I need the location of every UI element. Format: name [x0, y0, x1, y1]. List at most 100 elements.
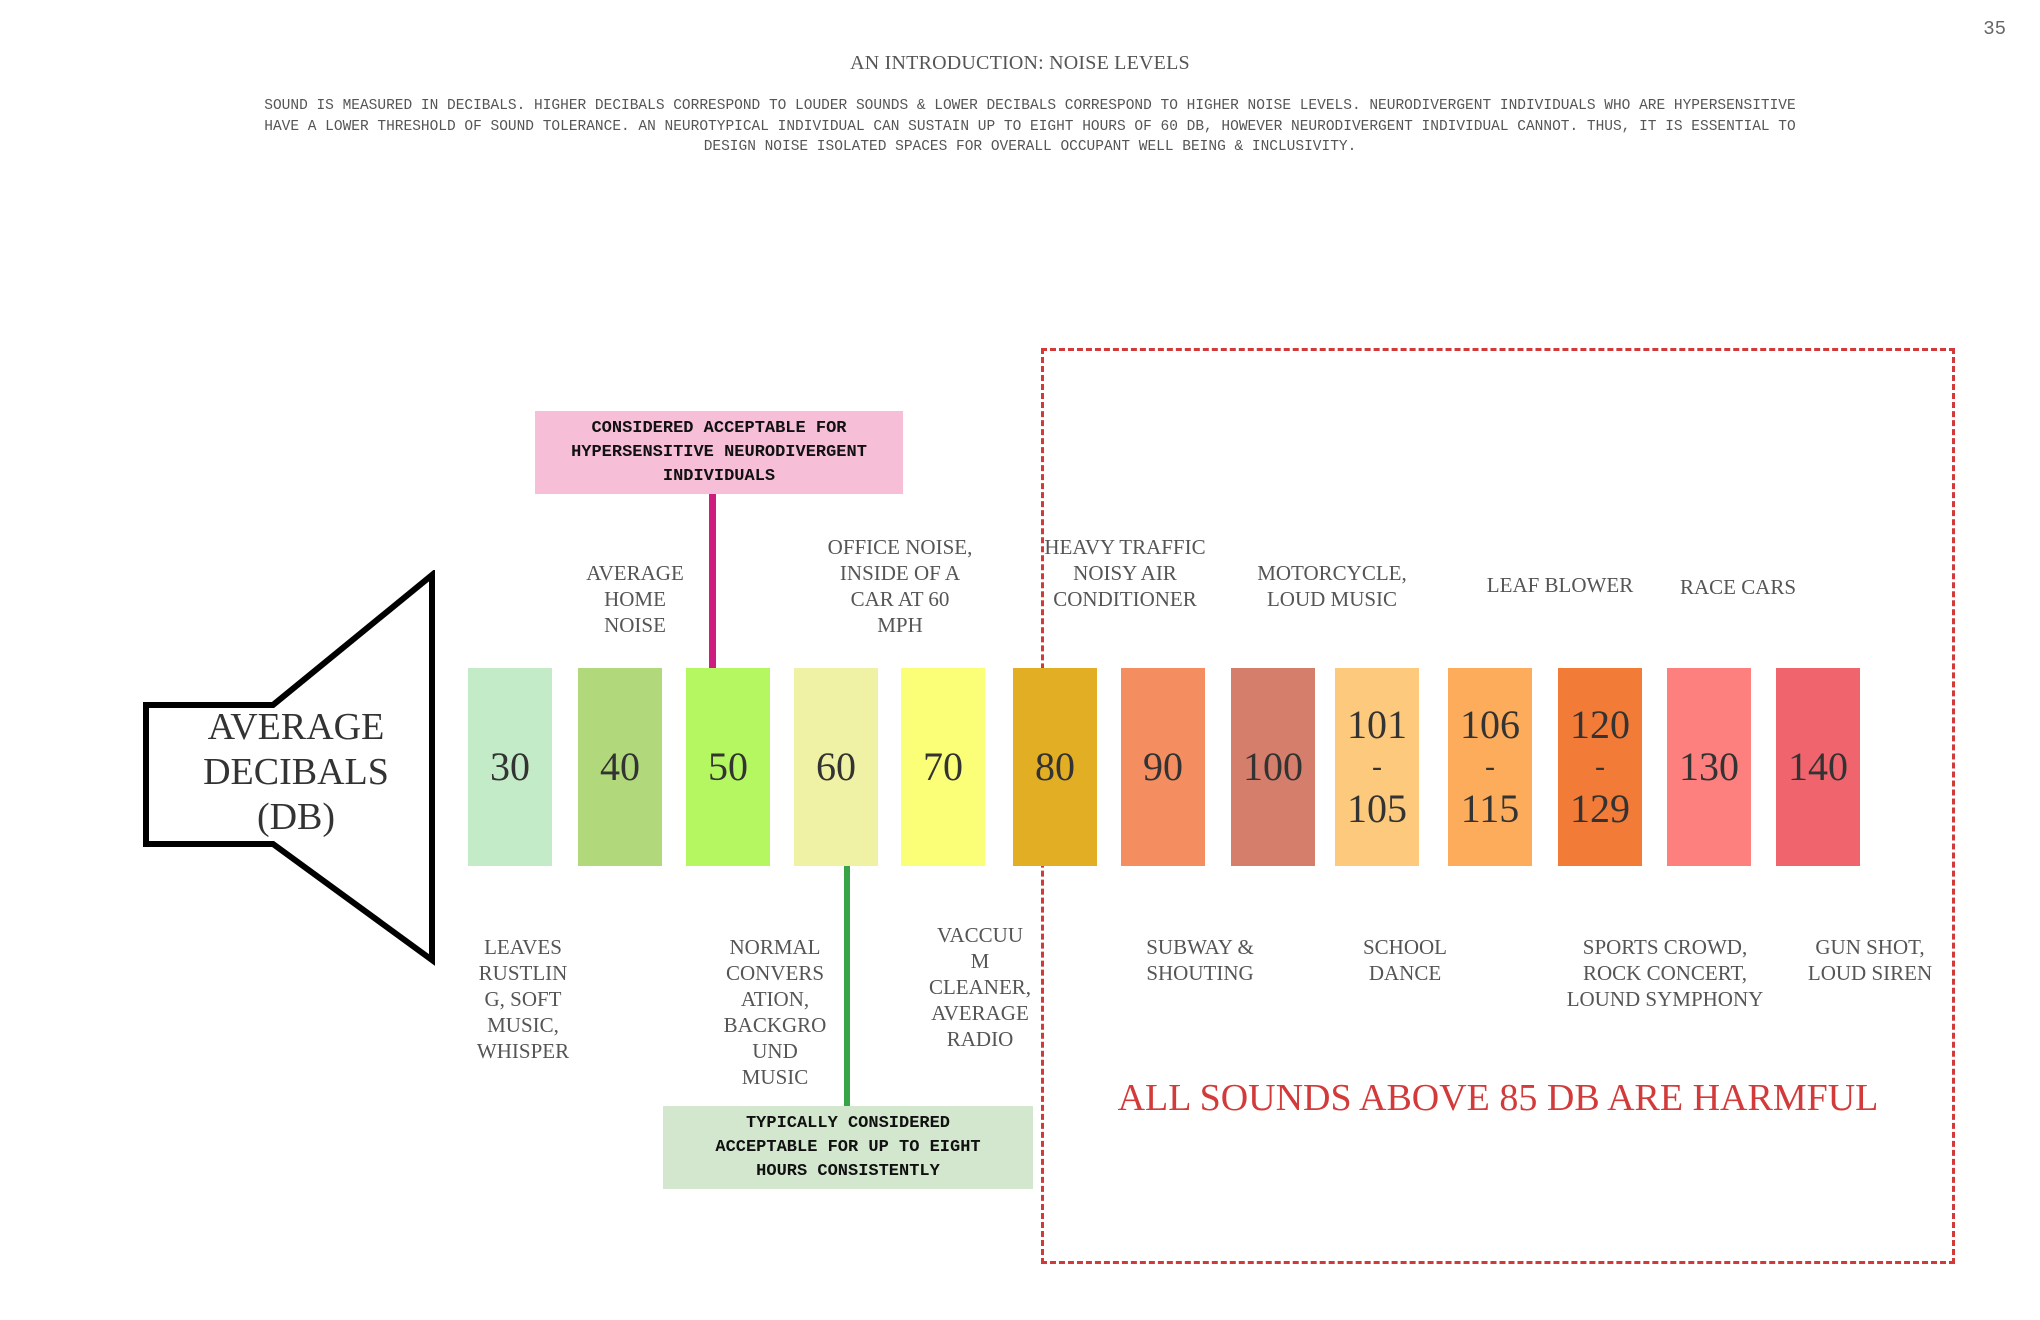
label-line: NOISY AIR	[1073, 561, 1177, 585]
label-line: VACCUU	[937, 923, 1023, 947]
speaker-label: AVERAGE DECIBALS (DB)	[146, 705, 446, 840]
db-value: 40	[600, 744, 640, 789]
intro-line: DESIGN NOISE ISOLATED SPACES FOR OVERALL…	[703, 139, 1357, 155]
label-gun-shot: GUN SHOT, LOUD SIREN	[1795, 934, 1945, 986]
label-sports-crowd: SPORTS CROWD, ROCK CONCERT, LOUND SYMPHO…	[1535, 934, 1795, 1012]
label-line: AVERAGE	[931, 1001, 1029, 1025]
speaker-label-line: DECIBALS	[203, 751, 389, 793]
speaker-label-line: AVERAGE	[207, 706, 385, 748]
db-value: 30	[490, 744, 530, 789]
label-line: LEAF BLOWER	[1486, 573, 1634, 597]
db-bar-40: 40	[578, 668, 662, 866]
label-office-noise: OFFICE NOISE, INSIDE OF A CAR AT 60 MPH	[800, 534, 1000, 638]
db-bar-30: 30	[468, 668, 552, 866]
label-line: GUN SHOT,	[1815, 935, 1925, 959]
db-value: 140	[1788, 744, 1848, 789]
db-bar-70: 70	[901, 668, 985, 866]
speaker-icon	[143, 570, 435, 966]
label-line: ROCK CONCERT,	[1582, 961, 1748, 985]
label-normal-conversation: NORMAL CONVERS ATION, BACKGRO UND MUSIC	[700, 934, 850, 1090]
label-line: LOUND SYMPHONY	[1566, 987, 1764, 1011]
page-title: AN INTRODUCTION: NOISE LEVELS	[850, 52, 1190, 74]
label-line: RACE CARS	[1679, 575, 1797, 599]
label-line: CLEANER,	[928, 975, 1032, 999]
db-value: 70	[923, 744, 963, 789]
db-bar-60: 60	[794, 668, 878, 866]
db-range-dash: -	[1595, 750, 1605, 783]
label-school-dance: SCHOOL DANCE	[1330, 934, 1480, 986]
label-line: MPH	[877, 613, 923, 637]
label-line: HOME	[604, 587, 666, 611]
callout-acceptable-hypersensitive: CONSIDERED ACCEPTABLE FOR HYPERSENSITIVE…	[535, 411, 903, 494]
label-line: SHOUTING	[1146, 961, 1254, 985]
label-line: CONDITIONER	[1053, 587, 1197, 611]
label-line: MOTORCYCLE,	[1257, 561, 1407, 585]
label-vacuum-cleaner: VACCUU M CLEANER, AVERAGE RADIO	[905, 922, 1055, 1052]
callout-line: ACCEPTABLE FOR UP TO EIGHT	[715, 1137, 981, 1157]
page-number: 35	[1983, 18, 2006, 40]
db-value: 120	[1570, 702, 1630, 747]
label-line: LOUD SIREN	[1807, 961, 1933, 985]
label-line: NORMAL	[729, 935, 821, 959]
label-line: BACKGRO	[723, 1013, 827, 1037]
pink-callout-connector	[709, 494, 716, 669]
callout-line: HOURS CONSISTENTLY	[756, 1161, 940, 1181]
label-line: SUBWAY &	[1146, 935, 1254, 959]
db-value: 101	[1347, 702, 1407, 747]
label-race-cars: RACE CARS	[1638, 574, 1838, 600]
db-range-dash: -	[1372, 750, 1382, 783]
db-bar-140: 140	[1776, 668, 1860, 866]
harmful-zone-label: ALL SOUNDS ABOVE 85 DB ARE HARMFUL	[1117, 1077, 1879, 1119]
db-bar-101-105: 101 - 105	[1335, 668, 1419, 866]
label-line: UND	[752, 1039, 798, 1063]
db-value: 100	[1243, 744, 1303, 789]
label-motorcycle: MOTORCYCLE, LOUD MUSIC	[1232, 560, 1432, 612]
db-value: 80	[1035, 744, 1075, 789]
db-value: 115	[1460, 786, 1520, 831]
db-bar-100: 100	[1231, 668, 1315, 866]
label-line: ATION,	[740, 987, 810, 1011]
label-line: RADIO	[946, 1027, 1014, 1051]
db-bar-90: 90	[1121, 668, 1205, 866]
intro-line: HAVE A LOWER THRESHOLD OF SOUND TOLERANC…	[264, 118, 1796, 135]
db-value: 130	[1679, 744, 1739, 789]
speaker-label-line: (DB)	[256, 796, 336, 838]
callout-line: CONSIDERED ACCEPTABLE FOR	[591, 418, 847, 438]
label-leaves-rustling: LEAVES RUSTLIN G, SOFT MUSIC, WHISPER	[448, 934, 598, 1064]
label-line: LEAVES	[484, 935, 562, 959]
label-heavy-traffic: HEAVY TRAFFIC NOISY AIR CONDITIONER	[1015, 534, 1235, 612]
label-line: RUSTLIN	[478, 961, 568, 985]
label-line: SCHOOL	[1362, 935, 1447, 959]
db-value: 60	[816, 744, 856, 789]
label-line: HEAVY TRAFFIC	[1044, 535, 1206, 559]
label-average-home-noise: AVERAGE HOME NOISE	[535, 560, 735, 638]
label-line: DANCE	[1368, 961, 1442, 985]
db-value: 90	[1143, 744, 1183, 789]
label-line: OFFICE NOISE,	[827, 535, 973, 559]
label-line: CONVERS	[725, 961, 825, 985]
label-subway-shouting: SUBWAY & SHOUTING	[1115, 934, 1285, 986]
db-range-dash: -	[1485, 750, 1495, 783]
green-callout-connector	[844, 860, 850, 1106]
db-bar-106-115: 106 - 115	[1448, 668, 1532, 866]
intro-line: SOUND IS MEASURED IN DECIBALS. HIGHER DE…	[264, 98, 1796, 114]
db-bar-130: 130	[1667, 668, 1751, 866]
intro-paragraph: SOUND IS MEASURED IN DECIBALS. HIGHER DE…	[135, 96, 1925, 158]
label-line: SPORTS CROWD,	[1582, 935, 1748, 959]
db-value: 106	[1460, 702, 1520, 747]
label-line: M	[970, 949, 990, 973]
label-line: G, SOFT	[484, 987, 562, 1011]
label-line: NOISE	[604, 613, 666, 637]
label-line: CAR AT 60	[850, 587, 950, 611]
callout-acceptable-eight-hours: TYPICALLY CONSIDERED ACCEPTABLE FOR UP T…	[663, 1106, 1033, 1189]
db-bar-80: 80	[1013, 668, 1097, 866]
db-bar-120-129: 120 - 129	[1558, 668, 1642, 866]
db-value: 50	[708, 744, 748, 789]
callout-line: INDIVIDUALS	[662, 466, 776, 486]
label-line: MUSIC,	[487, 1013, 559, 1037]
db-value: 129	[1570, 786, 1630, 831]
db-value: 105	[1347, 786, 1407, 831]
label-line: AVERAGE	[586, 561, 684, 585]
callout-line: HYPERSENSITIVE NEURODIVERGENT	[571, 442, 867, 462]
label-line: INSIDE OF A	[839, 561, 961, 585]
